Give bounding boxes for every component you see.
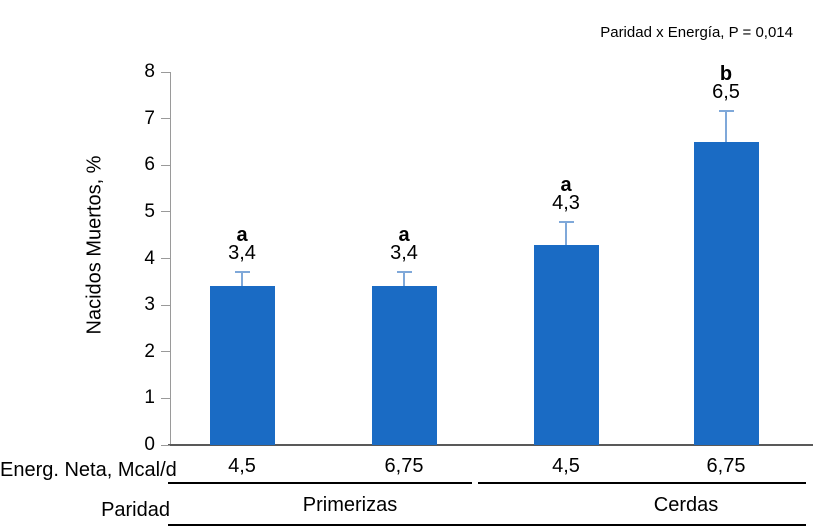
y-tick-mark <box>161 211 170 213</box>
significance-letter: a <box>236 223 248 246</box>
bar-value-label: 3,4 <box>228 241 256 264</box>
energy-value-label: 4,5 <box>228 455 256 477</box>
bar <box>209 286 275 445</box>
bar <box>533 244 599 445</box>
error-bar-stem <box>241 271 243 287</box>
y-tick-mark <box>161 397 170 399</box>
cerdas-group-underline <box>478 482 806 484</box>
y-tick-mark <box>161 351 170 353</box>
y-tick-label: 6 <box>144 154 155 176</box>
error-bar-cap <box>558 220 574 223</box>
significance-letter: b <box>719 63 733 86</box>
primerizas-group-underline <box>168 482 472 484</box>
bottom-rule <box>168 524 806 526</box>
bar <box>371 286 437 445</box>
energy-row-label: Energ. Neta, Mcal/d <box>0 459 177 481</box>
y-axis-title: Nacidos Muertos, % <box>83 155 106 335</box>
y-tick-label: 5 <box>144 200 155 222</box>
bar-value-label: 6,5 <box>712 81 740 104</box>
energy-value-label: 4,5 <box>552 455 580 477</box>
significance-letter: a <box>398 223 410 246</box>
energy-value-label: 6,75 <box>706 455 746 477</box>
y-tick-mark <box>161 118 170 120</box>
y-tick-mark <box>161 444 170 446</box>
bar <box>693 141 759 445</box>
energy-value-label: 6,75 <box>384 455 424 477</box>
significance-letter: a <box>560 173 572 196</box>
error-bar-cap <box>234 270 250 273</box>
y-tick-label: 0 <box>144 434 155 455</box>
y-axis-line <box>170 72 171 445</box>
interaction-pvalue-annotation: Paridad x Energía, P = 0,014 <box>600 24 793 41</box>
y-tick-label: 8 <box>144 61 155 82</box>
error-bar-cap <box>718 110 734 113</box>
y-tick-label: 3 <box>144 294 155 316</box>
bar-value-label: 3,4 <box>390 241 418 264</box>
x-axis-line <box>168 444 813 446</box>
y-tick-label: 7 <box>144 107 155 129</box>
group-label: Cerdas <box>653 494 719 516</box>
y-tick-mark <box>161 304 170 306</box>
error-bar-stem <box>725 111 727 142</box>
y-tick-label: 1 <box>144 387 155 409</box>
error-bar-cap <box>396 270 412 273</box>
group-label: Primerizas <box>302 494 398 516</box>
y-tick-mark <box>161 164 170 166</box>
bar-value-label: 4,3 <box>552 191 580 214</box>
parity-row-label: Paridad <box>101 499 170 521</box>
error-bar-stem <box>565 221 567 245</box>
y-tick-mark <box>161 258 170 259</box>
y-tick-label: 2 <box>144 340 155 362</box>
y-tick-label: 4 <box>144 247 155 269</box>
error-bar-stem <box>403 271 405 287</box>
y-tick-mark <box>161 71 170 73</box>
